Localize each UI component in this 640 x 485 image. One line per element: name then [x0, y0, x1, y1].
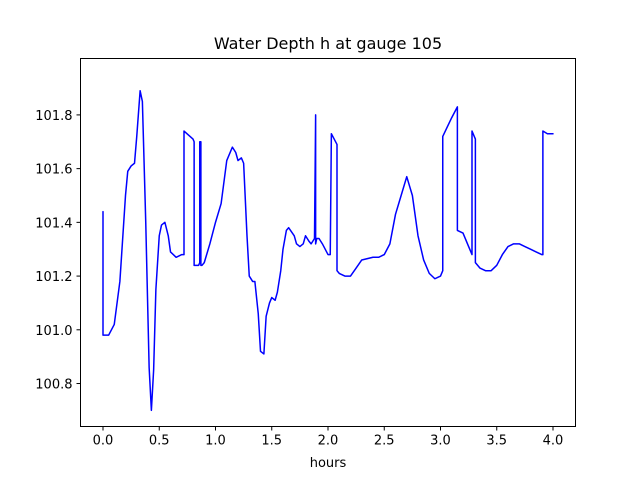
- x-tick-label: 3.5: [486, 434, 507, 449]
- x-tick-label: 4.0: [543, 434, 564, 449]
- x-tick-label: 0.5: [149, 434, 170, 449]
- y-tick-label: 101.6: [35, 163, 72, 178]
- plot-layer: [102, 89, 554, 412]
- y-tick-label: 101.4: [35, 216, 72, 231]
- y-tick-label: 100.8: [35, 378, 72, 393]
- y-tick-label: 101.0: [35, 324, 72, 339]
- x-tick-label: 1.5: [261, 434, 282, 449]
- series-line: [102, 89, 554, 412]
- y-axis: 100.8 101.0 101.2 101.4 101.6 101.8: [35, 109, 81, 393]
- y-tick-label: 101.2: [35, 270, 72, 285]
- x-tick-label: 2.0: [318, 434, 339, 449]
- x-tick-label: 1.0: [205, 434, 226, 449]
- chart-title: Water Depth h at gauge 105: [214, 34, 442, 53]
- x-axis: 0.0 0.5 1.0 1.5 2.0 2.5 3.0 3.5 4.0: [93, 426, 564, 449]
- x-tick-label: 2.5: [374, 434, 395, 449]
- x-axis-label: hours: [310, 456, 347, 471]
- y-tick-label: 101.8: [35, 109, 72, 124]
- x-tick-label: 3.0: [430, 434, 451, 449]
- x-tick-label: 0.0: [93, 434, 114, 449]
